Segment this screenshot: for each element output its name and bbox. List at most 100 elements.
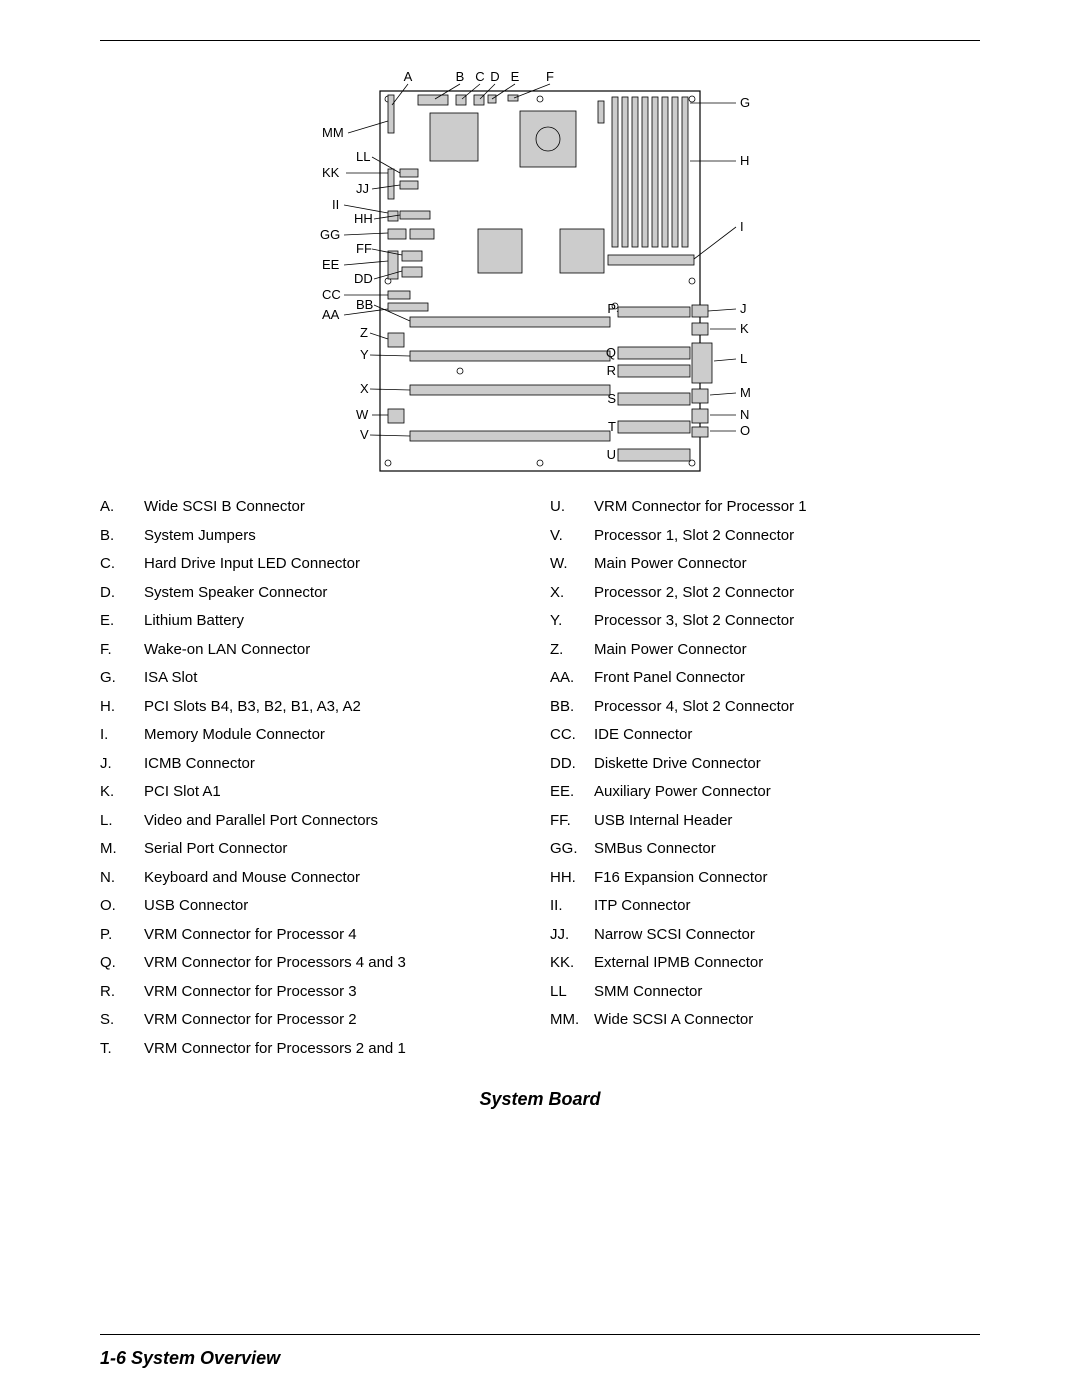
legend-letter: J. [100,756,144,771]
legend-desc: Processor 3, Slot 2 Connector [594,613,980,628]
label-H: H [740,153,749,168]
label-FF: FF [356,241,372,256]
legend-row: LLSMM Connector [550,984,980,999]
legend-row: BB.Processor 4, Slot 2 Connector [550,699,980,714]
legend-desc: ICMB Connector [144,756,530,771]
legend-row: AA.Front Panel Connector [550,670,980,685]
legend-letter: V. [550,528,594,543]
legend-letter: EE. [550,784,594,799]
legend-row: K.PCI Slot A1 [100,784,530,799]
figure-title: System Board [100,1089,980,1110]
legend-row: U.VRM Connector for Processor 1 [550,499,980,514]
label-T: T [608,419,616,434]
label-O: O [740,423,750,438]
legend-desc: IDE Connector [594,727,980,742]
legend-row: FF.USB Internal Header [550,813,980,828]
label-K: K [740,321,749,336]
legend-desc: Diskette Drive Connector [594,756,980,771]
legend-row: T.VRM Connector for Processors 2 and 1 [100,1041,530,1056]
label-MM: MM [322,125,344,140]
legend-letter: W. [550,556,594,571]
legend-desc: Front Panel Connector [594,670,980,685]
legend-desc: SMBus Connector [594,841,980,856]
legend: A.Wide SCSI B ConnectorB.System JumpersC… [100,499,980,1069]
legend-desc: VRM Connector for Processor 3 [144,984,530,999]
legend-row: S.VRM Connector for Processor 2 [100,1012,530,1027]
legend-row: E.Lithium Battery [100,613,530,628]
legend-letter: HH. [550,870,594,885]
label-I: I [740,219,744,234]
board-svg: A B C D E F G H I J K L M N O P Q R S T … [260,61,820,481]
legend-desc: Lithium Battery [144,613,530,628]
label-G: G [740,95,750,110]
top-rule [100,40,980,41]
label-N: N [740,407,749,422]
legend-desc: ISA Slot [144,670,530,685]
legend-row: KK.External IPMB Connector [550,955,980,970]
legend-desc: VRM Connector for Processor 4 [144,927,530,942]
legend-row: J.ICMB Connector [100,756,530,771]
legend-desc: F16 Expansion Connector [594,870,980,885]
legend-desc: ITP Connector [594,898,980,913]
legend-letter: G. [100,670,144,685]
legend-desc: External IPMB Connector [594,955,980,970]
label-II: II [332,197,339,212]
legend-desc: VRM Connector for Processor 2 [144,1012,530,1027]
label-U: U [607,447,616,462]
legend-desc: Wide SCSI A Connector [594,1012,980,1027]
label-F: F [546,69,554,84]
system-board-diagram: A B C D E F G H I J K L M N O P Q R S T … [100,61,980,481]
legend-desc: Narrow SCSI Connector [594,927,980,942]
legend-letter: M. [100,841,144,856]
legend-row: Y.Processor 3, Slot 2 Connector [550,613,980,628]
legend-row: D.System Speaker Connector [100,585,530,600]
legend-desc: USB Connector [144,898,530,913]
legend-row: X.Processor 2, Slot 2 Connector [550,585,980,600]
legend-desc: Processor 2, Slot 2 Connector [594,585,980,600]
legend-row: B.System Jumpers [100,528,530,543]
legend-letter: JJ. [550,927,594,942]
label-E: E [511,69,520,84]
legend-letter: DD. [550,756,594,771]
legend-letter: KK. [550,955,594,970]
legend-row: CC.IDE Connector [550,727,980,742]
legend-letter: N. [100,870,144,885]
bottom-rule [100,1334,980,1335]
label-R: R [607,363,616,378]
legend-desc: SMM Connector [594,984,980,999]
legend-letter: BB. [550,699,594,714]
legend-letter: LL [550,984,594,999]
legend-row: G.ISA Slot [100,670,530,685]
legend-desc: Memory Module Connector [144,727,530,742]
legend-letter: D. [100,585,144,600]
label-V: V [360,427,369,442]
label-GG: GG [320,227,340,242]
legend-row: F.Wake-on LAN Connector [100,642,530,657]
label-Y: Y [360,347,369,362]
label-C: C [475,69,484,84]
legend-row: O.USB Connector [100,898,530,913]
legend-letter: Z. [550,642,594,657]
legend-letter: A. [100,499,144,514]
legend-desc: Serial Port Connector [144,841,530,856]
label-Q: Q [606,345,616,360]
page-footer: 1-6 System Overview [100,1348,280,1369]
label-LL: LL [356,149,370,164]
legend-desc: VRM Connector for Processor 1 [594,499,980,514]
label-M: M [740,385,751,400]
legend-desc: System Speaker Connector [144,585,530,600]
legend-letter: MM. [550,1012,594,1027]
legend-left-column: A.Wide SCSI B ConnectorB.System JumpersC… [100,499,530,1069]
legend-row: GG.SMBus Connector [550,841,980,856]
legend-letter: II. [550,898,594,913]
label-S: S [607,391,616,406]
legend-letter: E. [100,613,144,628]
label-KK: KK [322,165,340,180]
legend-row: Z.Main Power Connector [550,642,980,657]
legend-letter: P. [100,927,144,942]
legend-letter: I. [100,727,144,742]
legend-letter: H. [100,699,144,714]
legend-row: N.Keyboard and Mouse Connector [100,870,530,885]
legend-desc: Keyboard and Mouse Connector [144,870,530,885]
legend-desc: Video and Parallel Port Connectors [144,813,530,828]
